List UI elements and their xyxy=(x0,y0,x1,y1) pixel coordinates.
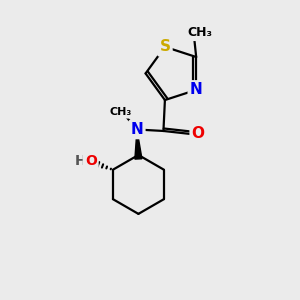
Text: S: S xyxy=(159,39,170,54)
Text: O: O xyxy=(192,126,205,141)
Polygon shape xyxy=(135,130,142,159)
Text: CH₃: CH₃ xyxy=(187,26,212,39)
Text: CH₃: CH₃ xyxy=(110,107,132,117)
Text: O: O xyxy=(85,154,97,168)
Text: N: N xyxy=(190,82,203,98)
Text: N: N xyxy=(130,122,143,137)
Text: H: H xyxy=(75,154,87,168)
